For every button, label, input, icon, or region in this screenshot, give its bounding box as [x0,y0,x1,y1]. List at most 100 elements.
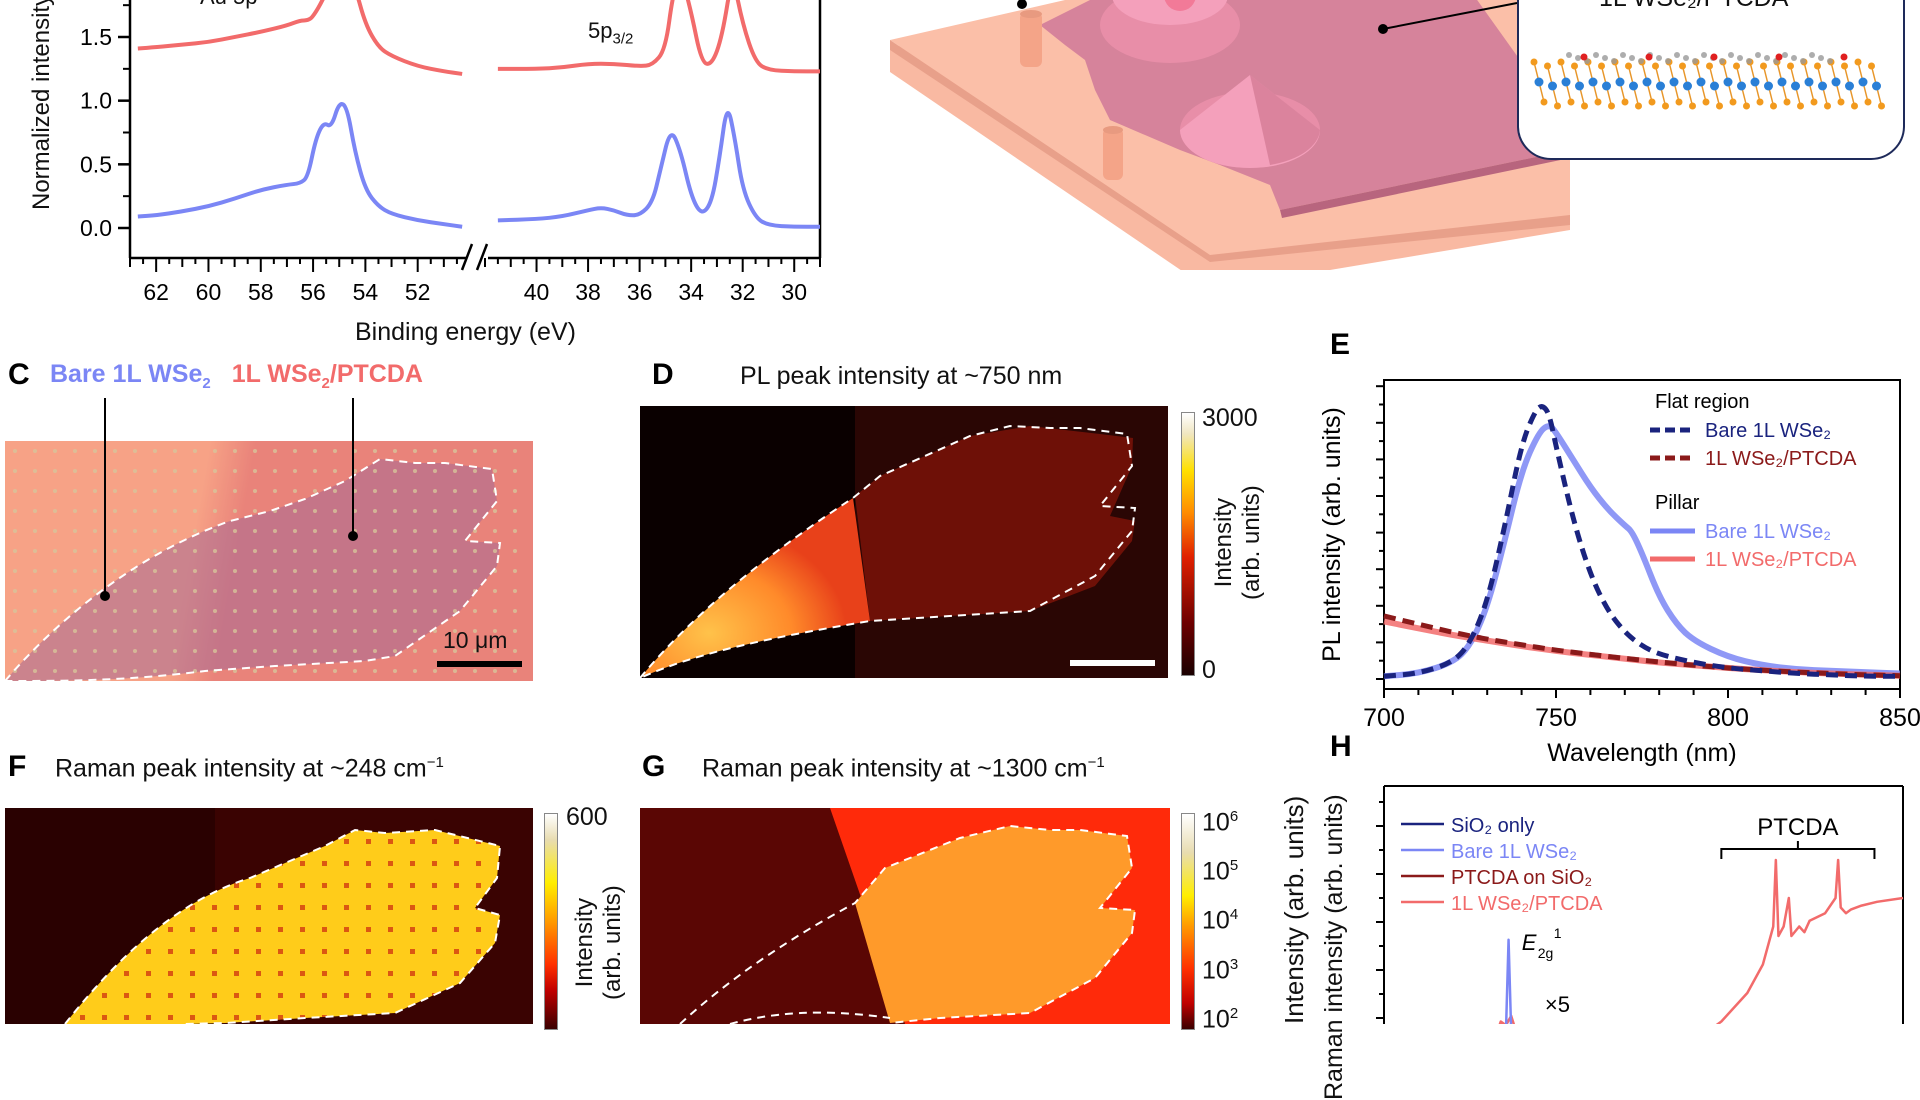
xps-annotation-main: 5p [588,18,613,43]
optical-image: 10 μm [5,441,533,681]
e-legend-label: 1L WSe₂/PTCDA [1705,549,1857,571]
xps-x-tick-label: 38 [575,279,601,305]
h-multiplier-label: ×5 [1545,992,1570,1017]
xps-chart: 0.0 0.5 1.0 1.5 62 60 58 56 54 52 40 38 36 34 32 30 [80,0,822,305]
carbon-atom [1737,55,1743,61]
raman-248-colorbar-max: 600 [566,803,608,831]
e-legend-label: Bare 1L WSe₂ [1705,420,1831,442]
pillar-1 [1020,10,1042,67]
tungsten-atom [1642,77,1652,87]
panel-g-label: G [642,750,666,783]
oxygen-atom [1775,53,1783,61]
molecular-structure [1530,52,1885,110]
pl-colorbar-max: 3000 [1202,404,1258,432]
carbon-atom [1611,58,1617,64]
selenium-atom [1557,58,1565,66]
selenium-atom [1810,98,1818,106]
carbon-atom [1620,52,1626,58]
selenium-atom [1770,102,1777,110]
tungsten-atom [1656,81,1665,91]
xps-annotation-sub: 3/2 [612,30,634,48]
tungsten-atom [1710,81,1719,91]
xps-series-bare-right [497,111,820,229]
xps-x-tick-label: 56 [300,279,326,305]
raman-1300-colorbar-tick: 103 [1202,956,1239,985]
oxygen-atom [1645,53,1653,61]
selenium-atom [1824,102,1831,110]
xps-annotation-5p32: 5p3/2 [588,18,633,47]
panel-f-title: Raman peak intensity at ~248 cm−1 [55,754,444,783]
selenium-atom [1621,98,1629,106]
panel-g-title: Raman peak intensity at ~1300 cm−1 [702,754,1105,783]
e-y-axis-label: PL intensity (arb. units) [1318,407,1346,662]
panel-b-schematic [880,0,1920,290]
h-legend-label: 1L WSe₂/PTCDA [1451,893,1603,915]
pl-flake-bare [640,498,870,678]
xps-series-ptcda-right [497,0,820,74]
selenium-atom [1679,62,1686,70]
device-schematic [890,0,1570,290]
pointer-dot-bare [1017,0,1027,9]
raman-1300-colorbar [1181,813,1195,1030]
pl-colorbar-min: 0 [1202,656,1216,684]
raman-1300-colorbar-tick: 104 [1202,906,1239,935]
selenium-atom [1608,102,1615,110]
selenium-atom [1716,102,1723,110]
selenium-atom [1662,102,1669,110]
h-series-bare-1l-wse2 [1504,938,1513,1024]
e-x-tick-label: 750 [1535,704,1577,732]
selenium-atom [1864,98,1872,106]
e-x-tick-label: 800 [1707,704,1749,732]
selenium-atom [1854,58,1862,66]
selenium-atom [1837,98,1845,106]
xps-y-tick-label: 1.5 [80,24,112,50]
xps-series-ptcda-left [137,0,463,76]
xps-series-bare-left [137,102,463,229]
h-peak-label-sub: 2g [1538,945,1554,961]
raman-248-map [5,808,533,1024]
e-series-pillar-bare-1l-wse2 [1383,423,1901,680]
e-legend-group-title: Flat region [1655,391,1750,413]
h-ptcda-label: PTCDA [1757,814,1838,841]
selenium-atom [1598,62,1605,70]
tungsten-atom [1872,81,1881,91]
oxygen-atom [1840,53,1848,61]
carbon-atom [1593,52,1599,58]
xps-x-tick-label: 54 [353,279,379,305]
carbon-atom [1791,55,1797,61]
selenium-atom [1635,102,1642,110]
inset-title: 1L WSe₂/PTCDA [1599,0,1788,13]
xps-y-tick-label: 0.0 [80,215,112,241]
e-series-flat-1l-wse2-ptcda [1383,613,1901,679]
tungsten-atom [1669,77,1679,87]
pl-colorbar [1181,412,1195,676]
tungsten-atom [1534,77,1544,87]
tungsten-atom [1818,81,1827,91]
selenium-atom [1729,98,1737,106]
carbon-atom [1827,58,1833,64]
raman-1300-colorbar-tick: 106 [1202,808,1239,837]
pointer-line-bare-top [104,398,106,443]
pointer-dot-ptcda [348,531,358,541]
optical-image-svg [5,441,533,681]
e-x-axis-label: Wavelength (nm) [1547,739,1736,767]
raman-1300-colorbar-tick: 105 [1202,857,1239,886]
carbon-atom [1800,58,1806,64]
selenium-atom [1594,98,1602,106]
tungsten-atom [1737,81,1746,91]
xps-x-tick-label: 36 [627,279,653,305]
selenium-atom [1648,98,1656,106]
panel-f-label: F [8,750,27,783]
tungsten-atom [1845,81,1854,91]
selenium-atom [1530,58,1538,66]
tungsten-atom [1683,81,1692,91]
panel-d-label: D [652,358,674,391]
selenium-atom [1760,62,1767,70]
inset-box: 1L WSe₂/PTCDA [1517,0,1905,160]
carbon-atom [1674,52,1680,58]
tungsten-atom [1548,81,1557,91]
raman-248-colorbar [544,813,558,1030]
selenium-atom [1814,62,1821,70]
selenium-atom [1581,102,1588,110]
carbon-atom [1746,58,1752,64]
